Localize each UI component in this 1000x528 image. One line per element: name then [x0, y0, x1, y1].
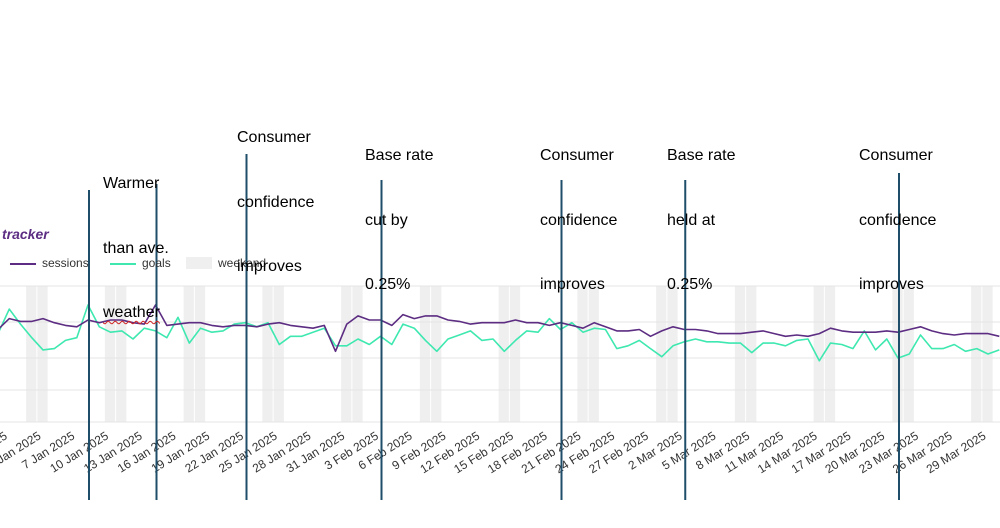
weekend-shading — [26, 286, 993, 422]
weekend-band — [824, 286, 836, 422]
weekend-band — [341, 286, 352, 422]
weekend-band — [734, 286, 746, 422]
weekend-band — [656, 286, 667, 422]
weekend-band — [352, 286, 363, 422]
weekend-band — [431, 286, 442, 422]
weekend-band — [194, 286, 206, 422]
weekend-band — [273, 286, 284, 422]
weekend-band — [37, 286, 48, 422]
annotation-warmer-weather: Warmer than ave. weather — [103, 130, 169, 345]
annotation-line: Consumer — [237, 129, 311, 146]
annotation-lines — [88, 154, 900, 500]
annotation-line: confidence — [237, 193, 315, 211]
weekend-band — [746, 286, 757, 422]
weekend-band — [971, 286, 982, 422]
annotation-base-rate-cut: Base rate cut by 0.25% — [365, 102, 433, 317]
weekend-band — [813, 286, 824, 422]
annotation-line: weather — [103, 304, 160, 321]
legend-swatch-sessions — [10, 263, 36, 265]
series-line-goals — [0, 304, 1000, 362]
chart-title: tracker — [2, 226, 49, 242]
weekend-band — [892, 286, 903, 422]
annotation-line: Warmer — [103, 175, 160, 192]
weekend-band — [183, 286, 194, 422]
annotation-line: confidence — [540, 211, 618, 229]
annotation-line: Consumer — [859, 147, 933, 164]
annotation-line: cut by — [365, 211, 408, 229]
annotation-consumer-confidence-3: Consumer confidence improves — [859, 102, 936, 317]
weekend-band — [498, 286, 509, 422]
legend-label-weekend: weekend — [218, 256, 267, 270]
series-line-sessions — [0, 304, 1000, 353]
annotation-line: improves — [859, 276, 924, 293]
annotation-line: Base rate — [365, 147, 434, 164]
annotation-line: held at — [667, 211, 716, 229]
weekend-band — [588, 286, 599, 422]
weekend-band — [667, 286, 678, 422]
legend-swatch-weekend — [186, 257, 212, 269]
weekend-band — [419, 286, 431, 422]
annotation-base-rate-held: Base rate held at 0.25% — [667, 102, 735, 317]
annotation-line: confidence — [859, 211, 937, 229]
annotation-line: than ave. — [103, 239, 169, 257]
series-lines — [0, 304, 1000, 362]
annotation-line: Base rate — [667, 147, 736, 164]
annotation-line: 0.25% — [667, 276, 713, 293]
weekend-band — [104, 286, 116, 422]
weekend-band — [509, 286, 521, 422]
annotation-line: improves — [540, 276, 605, 293]
annotation-consumer-confidence-2: Consumer confidence improves — [540, 102, 617, 317]
annotation-line: improves — [237, 258, 302, 275]
legend-swatch-goals — [110, 263, 136, 265]
annotation-line: Consumer — [540, 147, 614, 164]
legend-label-sessions: sessions — [42, 256, 89, 270]
weekend-band — [26, 286, 37, 422]
annotation-line: 0.25% — [365, 276, 411, 293]
weekend-band — [116, 286, 127, 422]
weekend-band — [262, 286, 273, 422]
legend-label-goals: goals — [142, 256, 171, 270]
annotation-consumer-confidence-1: Consumer confidence improves — [237, 84, 314, 299]
weekend-band — [577, 286, 588, 422]
